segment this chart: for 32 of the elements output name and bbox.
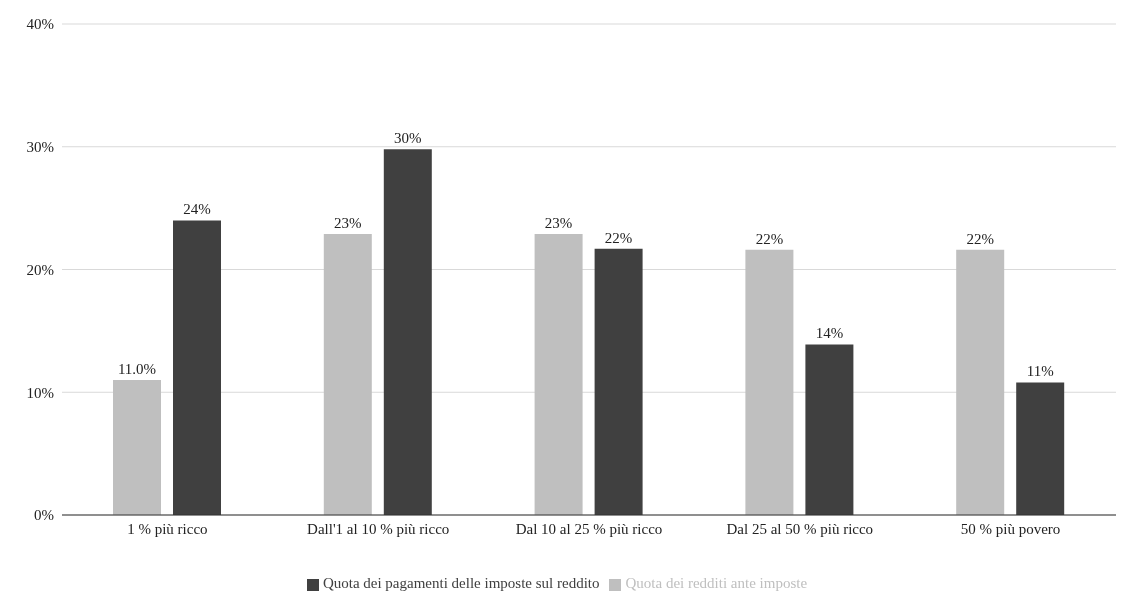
y-tick-label: 30% [26, 139, 54, 156]
legend-label: Quota dei pagamenti delle imposte sul reddito [322, 575, 600, 591]
data-label: 14% [815, 325, 844, 342]
bar [323, 233, 372, 515]
bar [534, 233, 583, 515]
data-label: 22% [755, 230, 784, 247]
x-tick-label: Dal 25 al 50 % più ricco [726, 520, 874, 537]
x-tick-label: Dal 10 al 25 % più ricco [515, 520, 663, 537]
bar [383, 149, 432, 515]
data-label: 22% [966, 230, 994, 247]
y-tick-label: 10% [26, 384, 54, 401]
bar [805, 344, 854, 515]
y-tick-label: 20% [26, 261, 54, 278]
data-label: 22% [604, 229, 633, 246]
bar [745, 249, 794, 515]
bar [173, 220, 221, 515]
x-tick-label: 1 % più ricco [127, 520, 208, 537]
bar [956, 249, 1005, 515]
x-tick-label: Dall'1 al 10 % più ricco [307, 520, 450, 537]
data-label: 30% [394, 130, 422, 147]
bar [113, 379, 161, 515]
legend-label: Quota dei redditi ante imposte [625, 575, 808, 591]
data-label: 23% [334, 214, 362, 231]
data-label: 24% [183, 201, 211, 218]
x-tick-label: 50 % più povero [960, 520, 1061, 537]
y-tick-label: 40% [26, 16, 54, 33]
data-label: 23% [544, 214, 573, 231]
bar [1016, 382, 1065, 515]
y-tick-label: 0% [34, 507, 54, 524]
bar [594, 248, 643, 515]
data-label: 11.0% [117, 360, 157, 377]
data-label: 11% [1026, 363, 1054, 380]
